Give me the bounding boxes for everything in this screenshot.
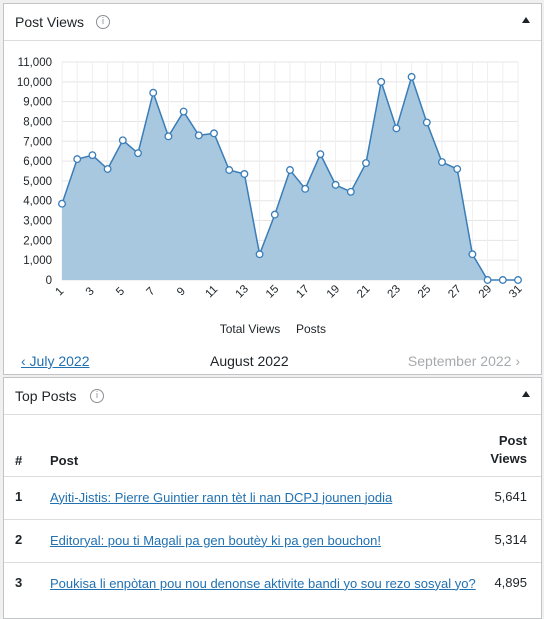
x-tick-label: 17 bbox=[294, 283, 312, 301]
table-header-row: # Post Post Views bbox=[4, 415, 541, 476]
y-tick-label: 0 bbox=[46, 275, 52, 287]
post-views-title: Post Views bbox=[15, 14, 84, 30]
row-views: 4,895 bbox=[489, 561, 541, 605]
data-point bbox=[194, 131, 203, 140]
y-tick-label: 10,000 bbox=[17, 77, 52, 89]
post-views-chart: 0 1,000 2,000 3,000 4,000 5,000 6,000 7,000 8,00… bbox=[17, 57, 525, 336]
x-tick-label: 27 bbox=[446, 283, 464, 301]
y-tick-label: 4,000 bbox=[23, 196, 52, 208]
data-point bbox=[240, 170, 249, 178]
data-point bbox=[453, 165, 462, 173]
data-point bbox=[73, 155, 82, 164]
row-number: 2 bbox=[4, 518, 50, 562]
data-point bbox=[270, 210, 279, 219]
y-tick-label: 1,000 bbox=[23, 255, 52, 267]
y-tick-label: 9,000 bbox=[23, 97, 52, 109]
post-views-header[interactable]: Post Views i bbox=[4, 4, 541, 41]
next-month-link: September 2022 › bbox=[407, 353, 520, 369]
data-point bbox=[164, 132, 173, 141]
triangle-up-icon[interactable] bbox=[522, 17, 530, 23]
y-tick-label: 3,000 bbox=[23, 216, 52, 228]
x-tick-label: 29 bbox=[477, 283, 495, 301]
post-title-link[interactable]: Ayiti-Jistis: Pierre Guintier rann tèt l… bbox=[50, 489, 393, 505]
y-tick-label: 2,000 bbox=[23, 235, 52, 247]
previous-month-link[interactable]: ‹ July 2022 bbox=[21, 353, 90, 369]
info-icon[interactable]: i bbox=[96, 15, 110, 29]
column-header-views-line2: Views bbox=[490, 450, 527, 466]
x-tick-label: 7 bbox=[145, 285, 158, 298]
x-tick-label: 31 bbox=[507, 283, 525, 301]
x-tick-label: 25 bbox=[416, 283, 434, 301]
x-tick-label: 15 bbox=[264, 283, 282, 301]
data-point bbox=[210, 129, 218, 138]
data-point bbox=[134, 149, 142, 158]
column-header-num: # bbox=[15, 452, 23, 468]
top-posts-header[interactable]: Top Posts i bbox=[4, 378, 541, 415]
y-tick-label: 11,000 bbox=[18, 57, 52, 69]
table-row: 1 Ayiti-Jistis: Pierre Guintier rann tèt… bbox=[4, 475, 541, 519]
x-tick-label: 9 bbox=[175, 285, 188, 298]
row-number: 1 bbox=[4, 475, 50, 519]
data-point bbox=[58, 199, 66, 208]
top-posts-table: # Post Post Views 1 Ayiti-Jistis: Pierre… bbox=[4, 415, 541, 605]
data-point bbox=[377, 77, 386, 86]
column-header-post: Post bbox=[50, 452, 79, 468]
data-point bbox=[179, 107, 188, 116]
x-tick-label: 11 bbox=[203, 283, 220, 300]
data-point bbox=[149, 88, 158, 97]
info-icon[interactable]: i bbox=[90, 389, 104, 403]
column-header-views: Post Views bbox=[490, 415, 541, 476]
data-point bbox=[286, 166, 294, 174]
data-point bbox=[331, 180, 340, 189]
row-views: 5,641 bbox=[489, 475, 541, 519]
data-point bbox=[316, 150, 325, 159]
post-title-link[interactable]: Editoryal: pou ti Magali pa gen boutèy k… bbox=[50, 532, 382, 548]
data-point bbox=[392, 124, 401, 133]
data-point bbox=[255, 250, 264, 259]
x-tick-label: 3 bbox=[84, 285, 97, 298]
table-row: 2 Editoryal: pou ti Magali pa gen boutèy… bbox=[4, 518, 541, 562]
table-row: 3 Poukisa li enpòtan pou nou denonse akt… bbox=[4, 561, 541, 605]
row-number: 3 bbox=[4, 561, 50, 605]
x-tick-label: 5 bbox=[114, 285, 127, 298]
x-tick-label: 21 bbox=[355, 283, 373, 301]
data-point bbox=[438, 158, 446, 167]
top-posts-widget: Top Posts i # Post Post Views 1 Ayiti-Ji… bbox=[3, 377, 542, 619]
row-views: 5,314 bbox=[489, 518, 541, 562]
post-views-widget: Post Views i 0 1,000 2,000 3,000 4,000 5,000 6… bbox=[3, 3, 542, 375]
data-point bbox=[118, 136, 127, 145]
legend-posts: Posts bbox=[296, 322, 326, 336]
data-point bbox=[225, 166, 234, 174]
x-tick-label: 23 bbox=[386, 283, 404, 301]
post-title-link[interactable]: Poukisa li enpòtan pou nou denonse aktiv… bbox=[50, 575, 476, 591]
y-tick-label: 6,000 bbox=[23, 156, 52, 168]
x-tick-label: 1 bbox=[53, 285, 66, 298]
legend-total-views: Total Views bbox=[220, 322, 280, 336]
data-point bbox=[468, 250, 477, 259]
data-point bbox=[301, 184, 310, 193]
y-tick-label: 8,000 bbox=[23, 116, 52, 128]
current-month-label: August 2022 bbox=[210, 353, 289, 369]
triangle-up-icon[interactable] bbox=[522, 391, 530, 397]
data-point bbox=[422, 118, 431, 127]
views-area bbox=[62, 76, 518, 280]
data-point bbox=[88, 151, 97, 160]
data-point bbox=[362, 159, 370, 168]
x-tick-label: 13 bbox=[234, 283, 252, 301]
data-point bbox=[407, 72, 416, 81]
column-header-views-line1: Post bbox=[498, 432, 527, 448]
data-point bbox=[498, 276, 507, 284]
data-point bbox=[483, 276, 492, 284]
y-tick-label: 5,000 bbox=[23, 176, 52, 188]
data-point bbox=[103, 165, 112, 173]
x-tick-label: 19 bbox=[325, 283, 343, 301]
data-point bbox=[346, 187, 355, 196]
y-tick-label: 7,000 bbox=[23, 136, 52, 148]
top-posts-title: Top Posts bbox=[15, 388, 77, 404]
data-point bbox=[514, 276, 522, 284]
